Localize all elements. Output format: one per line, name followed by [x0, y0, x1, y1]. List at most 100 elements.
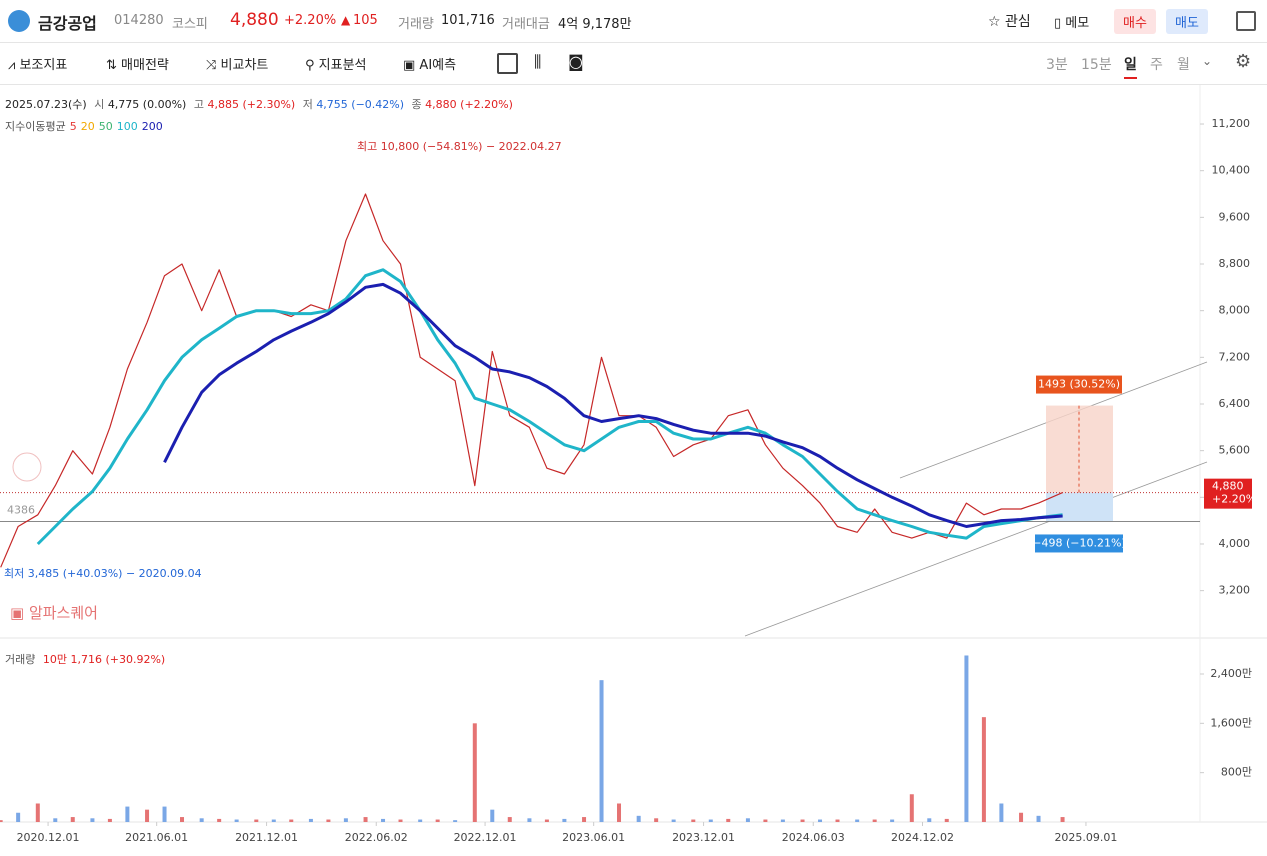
settings[interactable]: ⚙ [1235, 51, 1252, 72]
period[interactable]: 3분 [1046, 57, 1068, 73]
x-tick-label: 2020.12.01 [17, 831, 80, 844]
y-tick-label: 8,000 [1219, 304, 1251, 317]
max-note: 최고 10,800 (−54.81%) − 2022.04.27 [357, 140, 562, 153]
volume-bar [90, 818, 95, 822]
volume-bar [1019, 812, 1024, 822]
checkbox[interactable] [497, 53, 518, 74]
tool[interactable]: ▣ AI예측 [403, 58, 457, 73]
tool[interactable]: ⩘ 보조지표 [8, 58, 68, 73]
memo[interactable]: ▯ 메모 [1054, 16, 1090, 31]
volume-bar [254, 819, 259, 822]
dropdown[interactable]: ⌄ [1202, 54, 1213, 68]
change-pct: +2.20% [284, 13, 337, 28]
volume-bar [0, 820, 3, 822]
period[interactable]: 15분 [1081, 57, 1112, 73]
tool[interactable]: ⇅ 매매전략 [106, 58, 169, 73]
volume-bar [835, 819, 840, 822]
period-active[interactable]: 일 [1124, 54, 1137, 79]
up-label: 1493 (30.52%) [1038, 378, 1120, 391]
camera-icon[interactable]: ◙ [568, 52, 584, 71]
volume-bar [780, 819, 785, 822]
tool-text[interactable]: 매매전략 [121, 58, 169, 73]
info-line: 2025.07.23(수) 시 4,775 (0.00%) 고 4,885 (+… [5, 96, 513, 112]
volume-bar [708, 819, 713, 822]
volume-bar [1036, 815, 1041, 822]
volume-bar [691, 819, 696, 822]
price-line [0, 193, 1063, 568]
watch[interactable]: ☆ 관심 [988, 14, 1031, 30]
volume-bar [671, 819, 676, 822]
volume-info: 거래량 10만 1,716 (+30.92%) [5, 651, 165, 667]
tool-text[interactable]: 비교차트 [220, 58, 269, 73]
period[interactable]: 주 [1150, 57, 1163, 73]
info-label: 종 [411, 98, 422, 111]
volume-bar [107, 818, 112, 822]
volume-bar [180, 817, 185, 822]
legend-entry: 50 [98, 120, 113, 133]
stock-name: 금강공업 [38, 14, 97, 33]
up-label-bg [1036, 375, 1122, 394]
buy-button[interactable]: 매수 [1114, 9, 1156, 34]
volume-bar [145, 809, 150, 822]
x-tick-label: 2024.06.03 [782, 831, 845, 844]
back-button[interactable] [12, 452, 42, 482]
volume-bar [999, 803, 1004, 822]
volume-bar [909, 794, 914, 822]
volume-bar [527, 818, 532, 822]
tool-text[interactable]: 보조지표 [19, 58, 68, 73]
candle-icon[interactable]: ⫼ [534, 52, 542, 71]
sell-button[interactable]: 매도 [1166, 9, 1208, 34]
stock-code: 014280 [114, 13, 164, 28]
header: 금강공업 014280 코스피 4,880 +2.20% ▲ 105 거래량 1… [0, 0, 1267, 43]
period[interactable]: 월 [1177, 57, 1190, 73]
y2-tick-label: 1,600만 [1210, 716, 1252, 729]
tool[interactable]: ⤨ 비교차트 [206, 58, 269, 73]
volume-bar [582, 817, 587, 822]
volume-bar [35, 803, 40, 822]
tool[interactable]: ⚲ 지표분석 [305, 58, 367, 73]
volume-bar [726, 818, 731, 822]
tool-text[interactable]: AI예측 [419, 58, 457, 73]
volume-title: 거래량 [5, 653, 36, 666]
info-label: 시 [94, 98, 105, 111]
legend-entry: 100 [116, 120, 138, 133]
y-tick-label: 8,800 [1219, 257, 1251, 270]
volume-bar [363, 817, 368, 822]
info-open: 4,775 (0.00%) [107, 98, 187, 111]
info-close: 4,880 (+2.20%) [425, 98, 513, 111]
volume-bar [381, 818, 386, 822]
info-label: 저 [302, 98, 313, 111]
volume-bar [927, 818, 932, 822]
info-low: 4,755 (−0.42%) [316, 98, 405, 111]
volume-bar [981, 717, 986, 822]
watch-text[interactable]: 관심 [1005, 14, 1031, 30]
y-tick-label: 5,600 [1219, 444, 1251, 457]
volume-bar [217, 818, 222, 822]
volume: 101,716 [441, 13, 495, 28]
y-tick-label: 7,200 [1219, 350, 1251, 363]
volume-bar [654, 818, 659, 822]
amount: 4억 9,178만 [558, 17, 632, 32]
last-change: +2.20% [1212, 493, 1256, 506]
info-date: 2025.07.23(수) [5, 98, 87, 111]
brand: ▣ 알파스퀘어 [10, 604, 98, 622]
change: 105 [353, 13, 378, 28]
last-label: 4,880 [1212, 480, 1244, 493]
y-tick-label: 4,000 [1219, 537, 1251, 550]
tool-text[interactable]: 지표분석 [318, 58, 367, 73]
volume-bar [562, 818, 567, 822]
volume-bar [855, 819, 860, 822]
volume-bar [16, 812, 21, 822]
y-tick-label: 3,200 [1219, 584, 1251, 597]
volume-bar [271, 819, 276, 822]
legend-entry: 5 [69, 120, 77, 133]
ma-line [36, 268, 1063, 546]
volume-bar [162, 806, 167, 822]
memo-text[interactable]: 메모 [1065, 16, 1090, 31]
x-tick-label: 2024.12.02 [891, 831, 954, 844]
volume-bar [308, 818, 313, 822]
volume-bar [490, 809, 495, 822]
panel-toggle[interactable] [1236, 11, 1256, 31]
volume-bar [472, 723, 477, 822]
